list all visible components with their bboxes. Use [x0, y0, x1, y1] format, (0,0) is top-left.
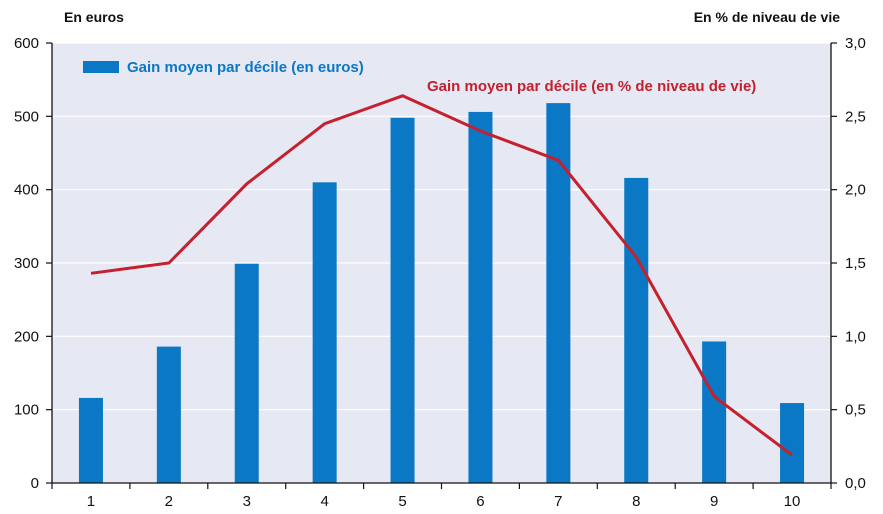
x-tick-label: 9	[710, 493, 718, 510]
right-tick-label: 2,0	[845, 182, 866, 199]
legend-label-bar: Gain moyen par décile (en euros)	[127, 59, 364, 76]
bar	[624, 177, 649, 483]
x-tick-label: 10	[784, 493, 801, 510]
left-tick-label: 200	[14, 328, 39, 345]
left-axis-ticks: 0 100 200 300 400 500 600	[14, 35, 52, 492]
line-series	[90, 94, 794, 457]
x-tick-label: 4	[320, 493, 328, 510]
bar	[390, 117, 415, 484]
bar	[468, 111, 493, 483]
bar	[234, 263, 259, 483]
left-axis-unit: En euros	[64, 9, 124, 25]
bar	[156, 346, 181, 483]
x-tick-label: 5	[398, 493, 406, 510]
bar	[78, 397, 103, 483]
x-tick-label: 1	[87, 493, 95, 510]
left-tick-label: 600	[14, 35, 39, 52]
legend-swatch-bar	[83, 61, 119, 73]
right-tick-label: 1,0	[845, 328, 866, 345]
left-tick-label: 500	[14, 108, 39, 125]
right-axis-unit: En % de niveau de vie	[693, 9, 840, 25]
left-tick-label: 400	[14, 182, 39, 199]
legend-label-line: Gain moyen par décile (en % de niveau de…	[427, 78, 756, 95]
x-tick-label: 8	[632, 493, 640, 510]
right-tick-label: 0,0	[845, 475, 866, 492]
x-tick-label: 2	[165, 493, 173, 510]
bar	[546, 103, 571, 483]
bar-series	[78, 103, 805, 484]
x-axis-ticks: 1 2 3 4 5 6 7 8 9 10	[51, 483, 832, 510]
bar	[780, 403, 805, 483]
right-axis-ticks: 0,0 0,5 1,0 1,5 2,0 2,5 3,0	[831, 35, 866, 492]
left-tick-label: 100	[14, 402, 39, 419]
series-line	[90, 94, 794, 457]
gridlines	[52, 42, 831, 411]
right-tick-label: 1,5	[845, 255, 866, 272]
x-tick-label: 6	[476, 493, 484, 510]
bar	[312, 182, 337, 484]
right-tick-label: 0,5	[845, 402, 866, 419]
x-tick-label: 7	[554, 493, 562, 510]
left-tick-label: 0	[31, 475, 39, 492]
bar	[702, 341, 727, 483]
x-tick-label: 3	[243, 493, 251, 510]
right-tick-label: 2,5	[845, 108, 866, 125]
right-tick-label: 3,0	[845, 35, 866, 52]
left-tick-label: 300	[14, 255, 39, 272]
legend: Gain moyen par décile (en euros) Gain moy…	[83, 59, 756, 95]
